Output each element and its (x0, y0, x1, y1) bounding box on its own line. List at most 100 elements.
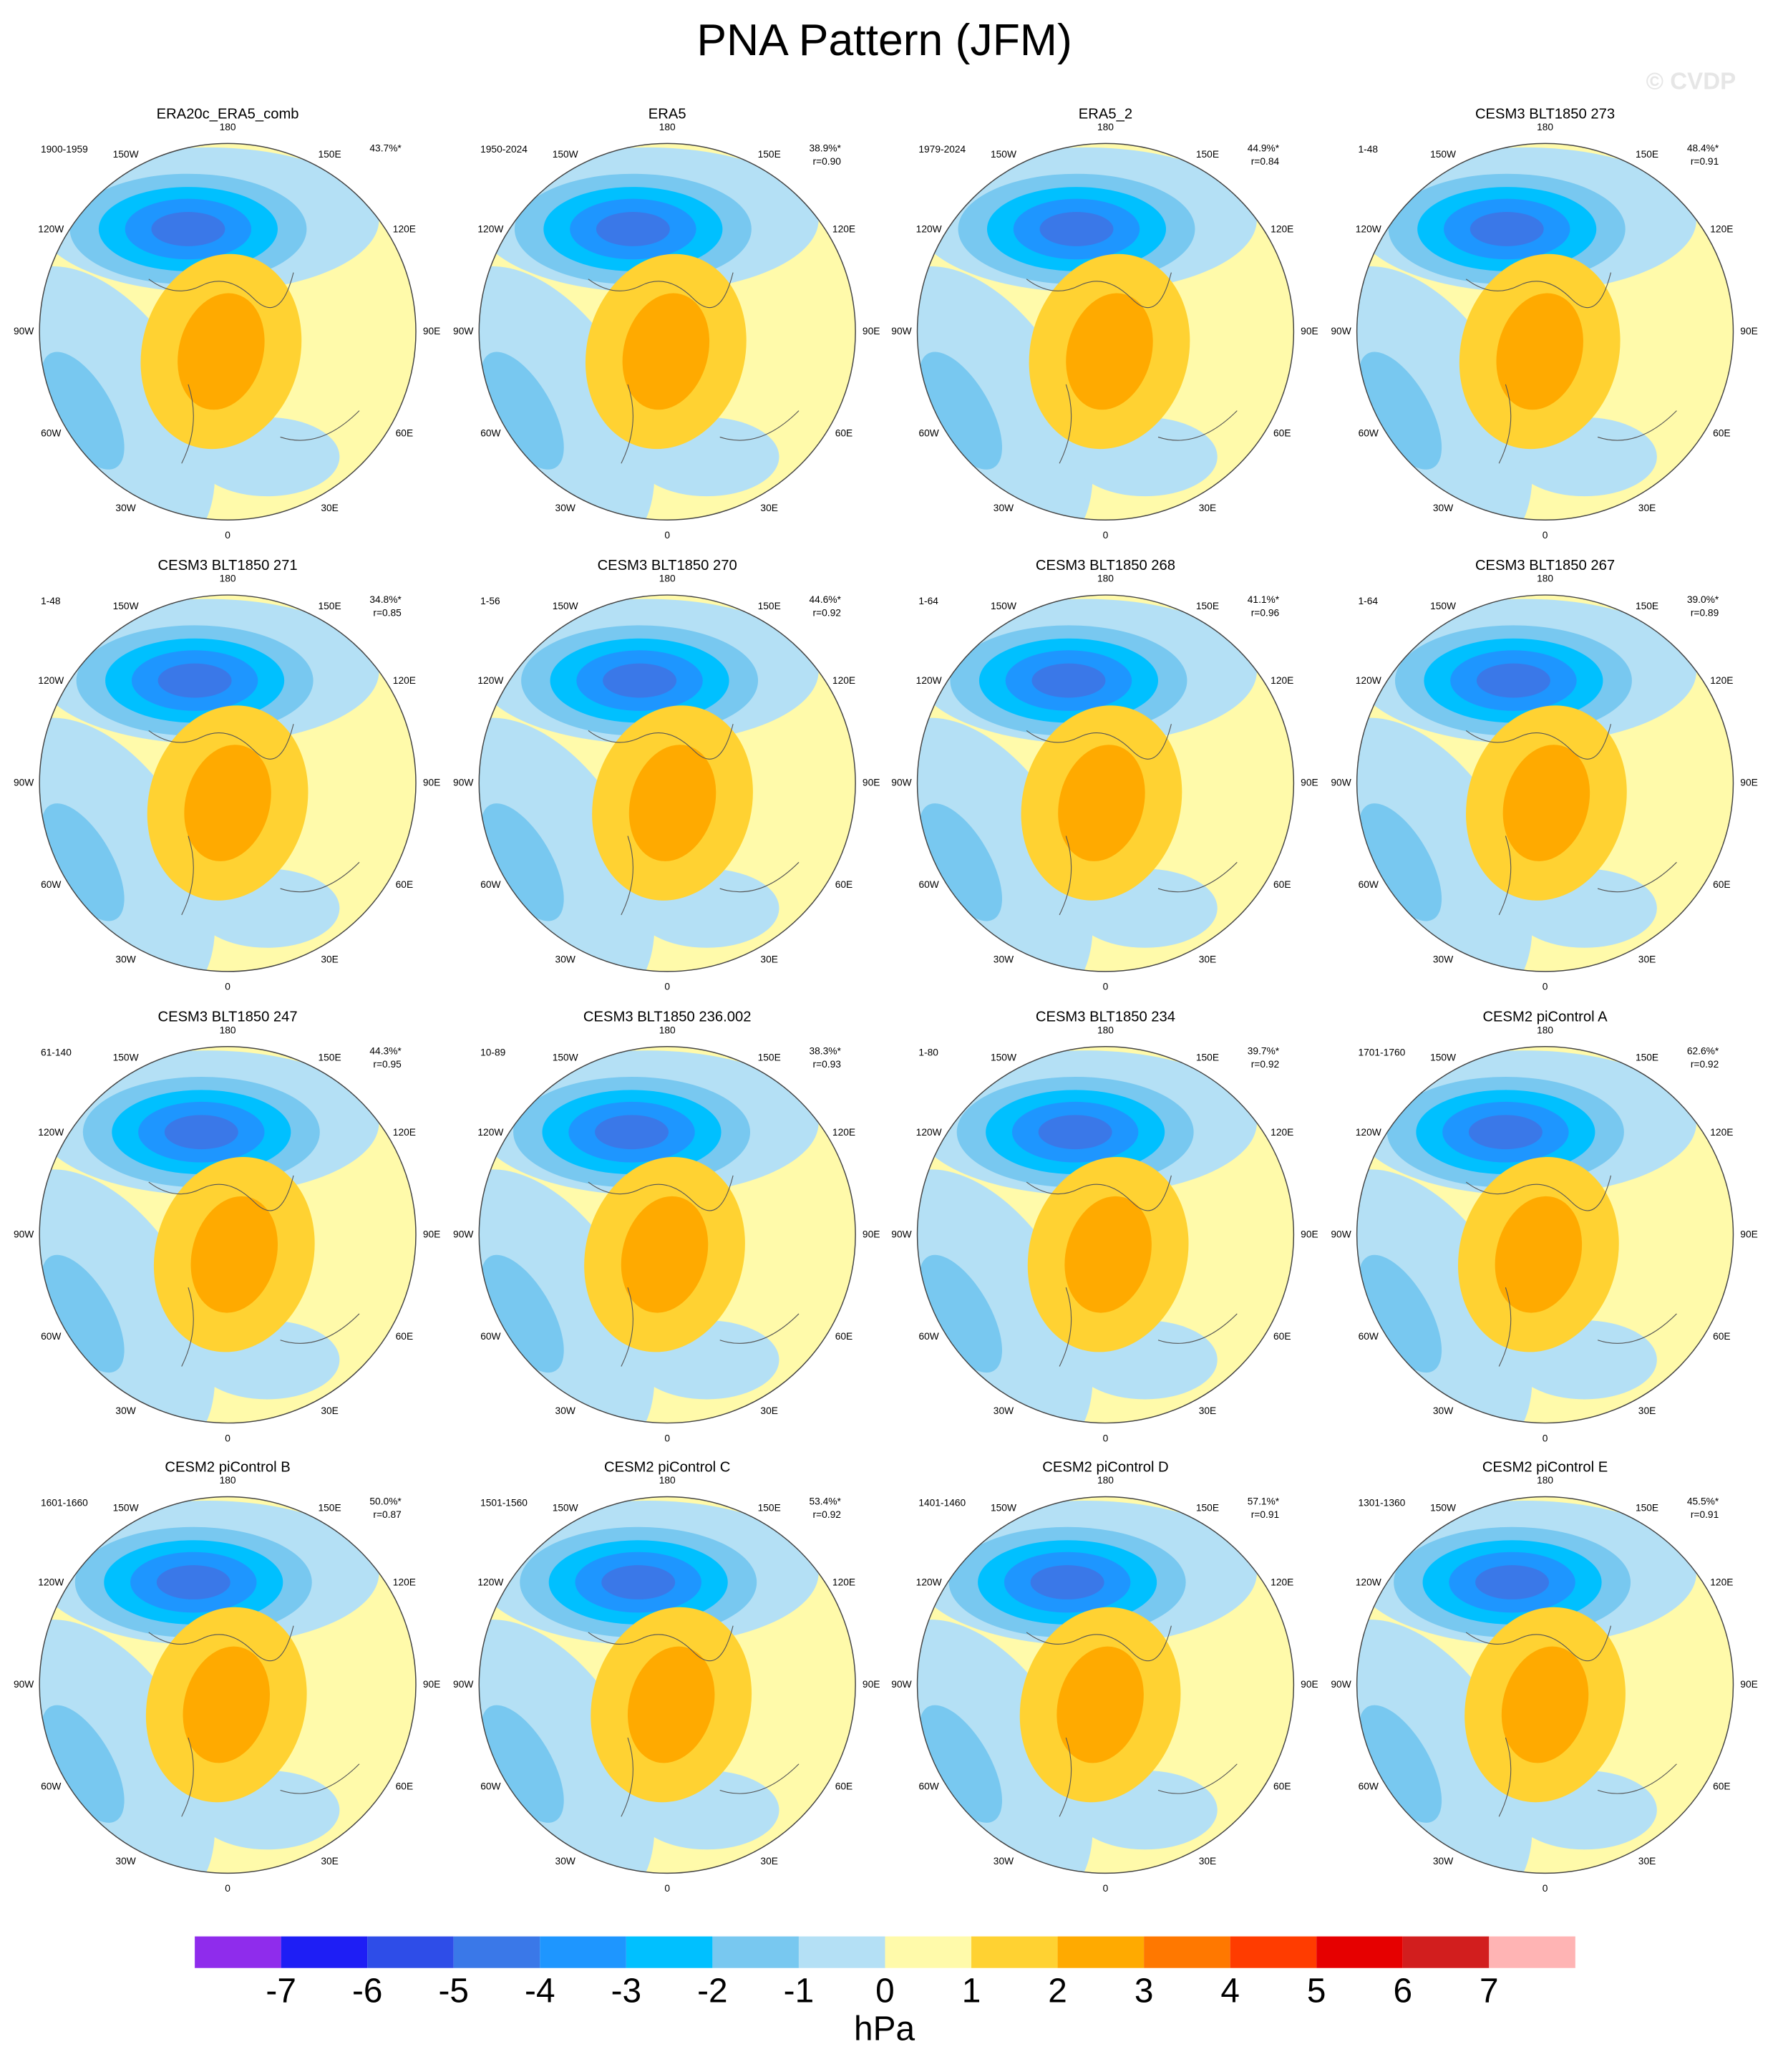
longitude-label: 150W (991, 1052, 1016, 1062)
panel-percent: 57.1%* (1248, 1496, 1280, 1507)
field-low (157, 663, 232, 698)
longitude-label: 90W (891, 1229, 911, 1239)
panel-percent: 44.3%* (369, 1046, 402, 1057)
longitude-label: 90W (453, 326, 473, 337)
map-field (917, 1046, 1294, 1423)
longitude-label: 30E (1638, 503, 1656, 513)
longitude-label: 90E (863, 1229, 880, 1239)
longitude-label: 120E (1710, 1127, 1733, 1138)
field-negative (42, 803, 125, 921)
field-low (601, 1565, 676, 1599)
panel-correlation: r=0.89 (1691, 607, 1719, 618)
colorbar-box (1057, 1936, 1145, 1968)
longitude-label: 60E (396, 427, 414, 438)
panel-title: CESM3 BLT1850 271 (157, 558, 297, 573)
longitude-label: 120W (1356, 1577, 1381, 1588)
coastline (148, 1625, 360, 1817)
longitude-label: 60E (1713, 1331, 1731, 1342)
longitude-label: 150W (113, 149, 139, 160)
longitude-label: 180 (220, 122, 236, 132)
longitude-label: 150E (319, 149, 341, 160)
panel-percent: 53.4%* (809, 1496, 841, 1507)
map-border (1356, 1496, 1734, 1874)
map-field (479, 143, 856, 521)
panel-correlation: r=0.87 (373, 1509, 401, 1520)
panel-title: CESM3 BLT1850 267 (1475, 558, 1615, 573)
map-border (39, 1045, 417, 1424)
panel-title: CESM2 piControl A (1482, 1010, 1608, 1025)
map-field (39, 1046, 417, 1423)
coastline (1465, 272, 1677, 464)
longitude-label: 60W (41, 427, 61, 438)
longitude-label: 90W (891, 778, 911, 788)
longitude-label: 30E (1638, 954, 1656, 964)
longitude-label: 90W (1331, 1679, 1351, 1690)
colorbar-tick-label: -1 (784, 1972, 814, 2010)
longitude-label: 120W (916, 1577, 942, 1588)
longitude-label: 90W (891, 326, 911, 337)
panel-title: CESM3 BLT1850 234 (1036, 1010, 1175, 1025)
longitude-label: 150E (758, 601, 781, 611)
panel-correlation: r=0.93 (812, 1059, 841, 1070)
longitude-label: 180 (659, 122, 676, 132)
panel-title: ERA5_2 (1079, 106, 1132, 122)
longitude-label: 150E (319, 1502, 341, 1513)
longitude-label: 120E (1710, 675, 1733, 686)
longitude-label: 150W (113, 1052, 139, 1062)
field-high (1064, 1196, 1152, 1313)
longitude-label: 180 (659, 1025, 676, 1035)
longitude-label: 120W (916, 1127, 942, 1138)
longitude-label: 120W (1356, 223, 1381, 234)
longitude-label: 90W (14, 778, 34, 788)
map-field (1356, 1496, 1734, 1874)
longitude-label: 60E (396, 879, 414, 890)
colorbar-tick-label: 4 (1220, 1972, 1240, 2010)
longitude-label: 90W (14, 1679, 34, 1690)
field-low (1475, 1565, 1550, 1599)
map-border (478, 1045, 856, 1424)
longitude-label: 60W (918, 1331, 938, 1342)
panel-percent: 38.9%* (809, 142, 841, 153)
panel-percent: 39.7%* (1248, 1046, 1280, 1057)
colorbar-box (1489, 1936, 1575, 1968)
longitude-label: 150W (991, 149, 1016, 160)
longitude-label: 30E (760, 1405, 778, 1416)
longitude-label: 60E (1713, 1781, 1731, 1792)
longitude-label: 180 (220, 1475, 236, 1486)
field-high (1496, 293, 1583, 410)
longitude-label: 90W (891, 1679, 911, 1690)
colorbar-tick-label: 3 (1135, 1972, 1154, 2010)
coastline (588, 1175, 800, 1367)
longitude-label: 60E (1713, 427, 1731, 438)
longitude-label: 150W (1430, 601, 1456, 611)
longitude-label: 60W (918, 427, 938, 438)
panel-correlation: r=0.91 (1691, 1509, 1719, 1520)
longitude-label: 120E (393, 1127, 416, 1138)
longitude-label: 60W (480, 1781, 500, 1792)
longitude-label: 0 (1543, 982, 1548, 992)
longitude-label: 150E (1196, 601, 1219, 611)
panel-period: 61-140 (41, 1047, 72, 1058)
panel-correlation: r=0.91 (1251, 1509, 1279, 1520)
map-border (478, 1496, 856, 1874)
field-low (1476, 663, 1550, 698)
longitude-label: 120E (393, 1577, 416, 1588)
map-border (916, 1045, 1295, 1424)
field-high (628, 745, 716, 861)
longitude-label: 120E (1271, 1577, 1293, 1588)
field-low (1039, 212, 1114, 246)
longitude-label: 120E (832, 1577, 855, 1588)
panel-period: 1301-1360 (1358, 1497, 1405, 1508)
panel-correlation: r=0.84 (1251, 156, 1280, 167)
longitude-label: 0 (664, 982, 670, 992)
longitude-label: 120E (1271, 1127, 1293, 1138)
panel-period: 1950-2024 (480, 144, 528, 155)
longitude-label: 30W (994, 1405, 1014, 1416)
longitude-label: 30W (1433, 503, 1453, 513)
longitude-label: 150E (758, 1502, 781, 1513)
longitude-label: 60E (1273, 879, 1291, 890)
colorbar-tick-label: -4 (525, 1972, 555, 2010)
longitude-label: 60W (480, 427, 500, 438)
map-field (39, 1496, 417, 1874)
longitude-label: 0 (664, 1433, 670, 1443)
